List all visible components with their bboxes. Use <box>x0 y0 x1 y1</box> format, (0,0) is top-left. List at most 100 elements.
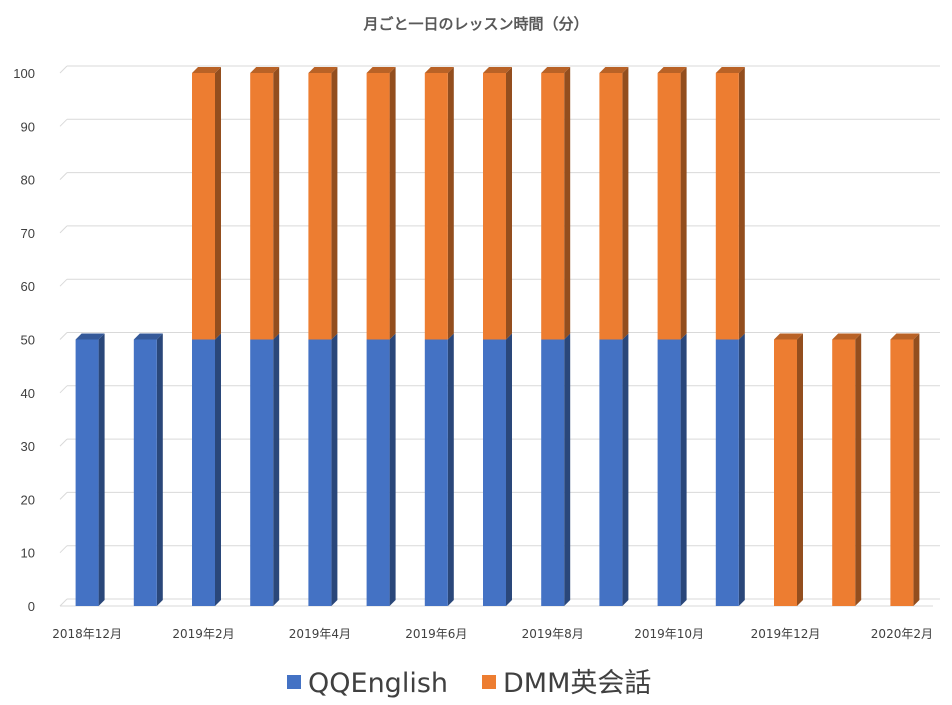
bar-segment <box>599 67 629 340</box>
bar-segment <box>133 333 163 606</box>
bar-side <box>913 333 920 606</box>
x-tick-label: 2019年6月 <box>405 627 467 641</box>
bar-segment <box>483 333 512 606</box>
chart-title: 月ごと一日のレッスン時間（分） <box>362 15 588 33</box>
bar-top <box>541 67 571 73</box>
bar-side <box>797 333 803 606</box>
x-axis: 2018年12月 2019年2月 2019年4月 2019年6月 2019年8月 2019… <box>52 627 933 641</box>
bar-segment <box>541 67 571 340</box>
gridline-depth <box>59 278 68 287</box>
legend-swatch <box>482 675 496 689</box>
bar-segment <box>715 333 745 606</box>
bar-side <box>447 67 454 340</box>
y-tick-label: 100 <box>13 66 35 81</box>
bar-side <box>389 67 396 340</box>
bar-front <box>774 339 797 606</box>
gridline-depth <box>59 598 68 607</box>
gridline-depth <box>59 172 68 180</box>
gridline-depth <box>59 545 68 554</box>
bar-top <box>657 67 687 73</box>
bar-front <box>657 73 681 340</box>
bar-side <box>98 333 105 606</box>
bar-top <box>774 333 803 340</box>
bar-side <box>738 67 745 340</box>
bar-side <box>215 67 221 340</box>
bar-segment <box>366 67 396 340</box>
bar-front <box>366 73 390 340</box>
bar-front <box>890 339 914 606</box>
bar-front <box>541 73 565 340</box>
bar-segment <box>599 333 629 606</box>
x-tick-label: 2018年12月 <box>52 627 122 641</box>
bar-front <box>133 339 157 606</box>
bar-front <box>192 339 215 606</box>
bar-side <box>506 67 512 340</box>
bar-side <box>680 67 687 340</box>
y-tick-label: 90 <box>21 119 35 134</box>
bar-side <box>680 333 687 606</box>
bar-segment <box>890 333 920 606</box>
bar-front <box>250 73 274 340</box>
bar-segment <box>75 333 105 606</box>
x-tick-label: 2019年4月 <box>289 627 351 641</box>
bar-top <box>832 333 862 340</box>
bar-front <box>599 73 623 340</box>
bar-segment <box>308 333 338 606</box>
bar-side <box>273 333 280 606</box>
bar-side <box>331 333 338 606</box>
x-tick-label: 2019年10月 <box>634 627 704 641</box>
bar-segment <box>483 67 512 340</box>
bar-front <box>657 339 681 606</box>
bar-segment <box>774 333 803 606</box>
bar-front <box>541 339 565 606</box>
bar-segment <box>366 333 396 606</box>
bar-side <box>506 333 512 606</box>
legend-swatch <box>287 675 301 689</box>
legend-label: QQEnglish <box>308 668 448 699</box>
bar-front <box>599 339 623 606</box>
bar-front <box>424 73 448 340</box>
bar-front <box>483 339 506 606</box>
bar-front <box>366 339 390 606</box>
x-tick-label: 2019年8月 <box>522 627 584 641</box>
gridline-depth <box>59 492 68 500</box>
bar-segment <box>250 333 280 606</box>
y-axis: 0 10 20 30 40 50 60 70 80 90 100 <box>13 66 35 614</box>
bar-side <box>738 333 745 606</box>
y-tick-label: 10 <box>21 546 35 561</box>
bar-segment <box>541 333 571 606</box>
bar-side <box>215 333 221 606</box>
bar-top <box>599 67 629 73</box>
x-tick-label: 2020年2月 <box>871 627 933 641</box>
y-tick-label: 80 <box>21 173 35 188</box>
bar-front <box>308 339 332 606</box>
y-tick-label: 30 <box>21 439 35 454</box>
bar-front <box>715 73 739 340</box>
y-tick-label: 50 <box>21 333 35 348</box>
bar-side <box>331 67 338 340</box>
bar-front <box>308 73 332 340</box>
bar-side <box>622 333 629 606</box>
bar-top <box>250 67 280 73</box>
bar-top <box>483 67 512 73</box>
x-tick-label: 2019年12月 <box>751 627 821 641</box>
bar-segment <box>715 67 745 340</box>
bar-front <box>424 339 448 606</box>
bar-front <box>192 73 215 340</box>
bar-top <box>715 67 745 73</box>
gridline-depth <box>59 118 68 127</box>
y-tick-label: 60 <box>21 279 35 294</box>
bar-top <box>890 333 920 340</box>
bar-front <box>483 73 506 340</box>
bar-segment <box>832 333 862 606</box>
bar-side <box>156 333 163 606</box>
bar-segment <box>424 333 454 606</box>
bar-side <box>622 67 629 340</box>
bar-segment <box>250 67 280 340</box>
gridline-depth <box>59 225 68 234</box>
bar-segment <box>192 333 221 606</box>
bar-front <box>832 339 856 606</box>
bar-side <box>273 67 280 340</box>
bar-top <box>133 333 163 340</box>
bar-segment <box>657 333 687 606</box>
